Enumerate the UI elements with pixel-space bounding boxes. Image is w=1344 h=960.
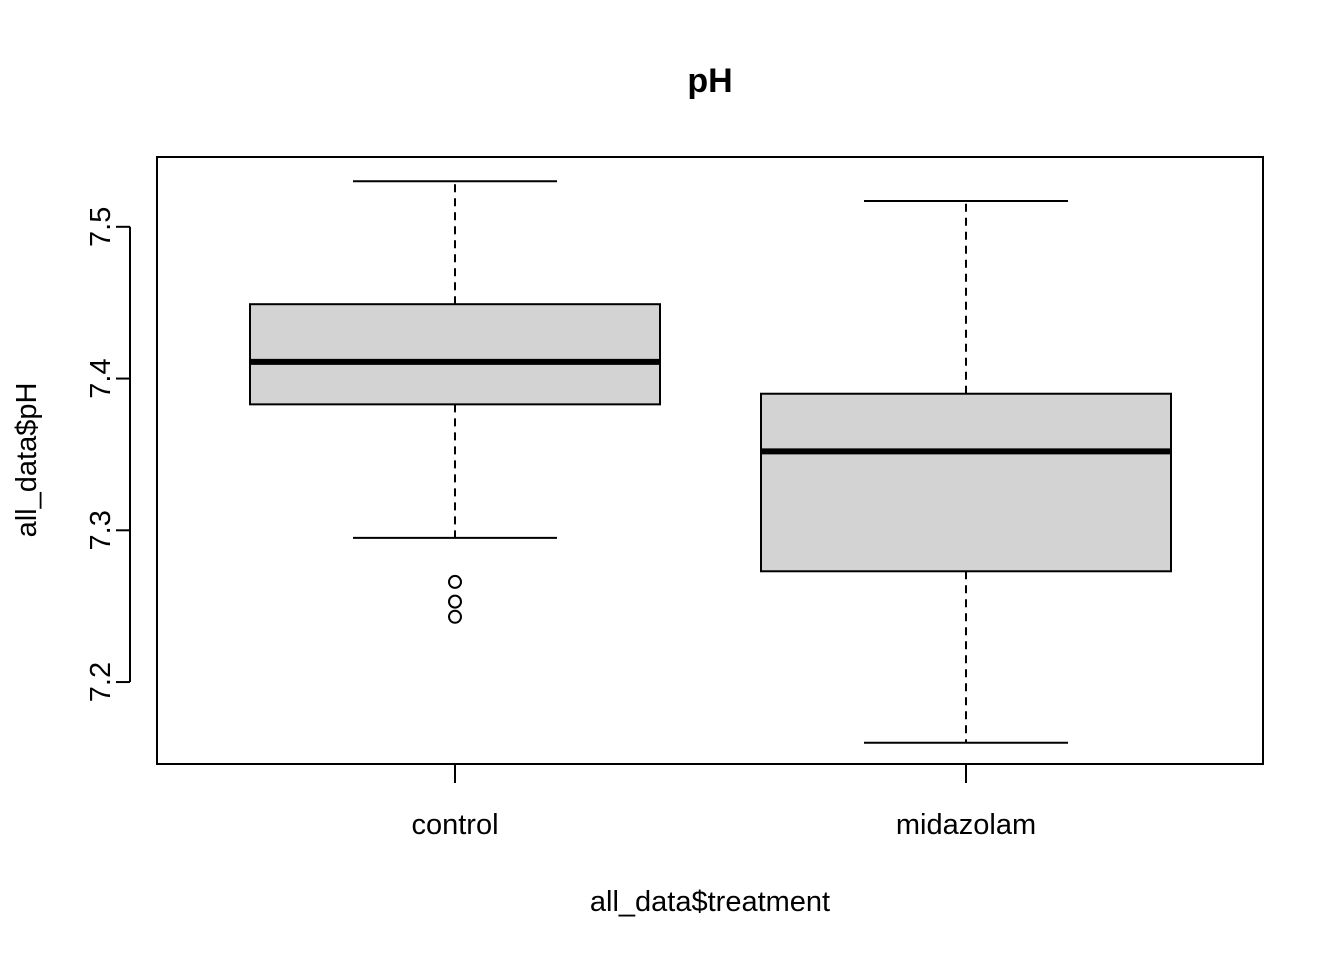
- outlier-point: [448, 594, 462, 609]
- outlier-point: [448, 609, 462, 624]
- iqr-box: [760, 392, 1172, 573]
- box-group-control: [249, 180, 661, 624]
- chart-title: pH: [687, 62, 732, 100]
- x-tick-label: control: [411, 809, 498, 841]
- y-tick-label: 7.5: [85, 207, 117, 247]
- outlier-point: [448, 574, 462, 589]
- boxes-layer: [249, 180, 1172, 744]
- x-tick-label: midazolam: [896, 809, 1036, 841]
- y-tick-label: 7.3: [85, 510, 117, 550]
- iqr-box: [249, 303, 661, 406]
- y-tick-label: 7.2: [85, 662, 117, 702]
- box-group-midazolam: [760, 200, 1172, 744]
- x-axis: control midazolam: [411, 764, 1036, 841]
- y-tick-label: 7.4: [85, 358, 117, 398]
- y-axis-label: all_data$pH: [11, 383, 43, 538]
- x-axis-label: all_data$treatment: [590, 886, 830, 918]
- y-axis: 7.2 7.3 7.4 7.5: [85, 207, 131, 702]
- plot-frame: [156, 156, 1264, 765]
